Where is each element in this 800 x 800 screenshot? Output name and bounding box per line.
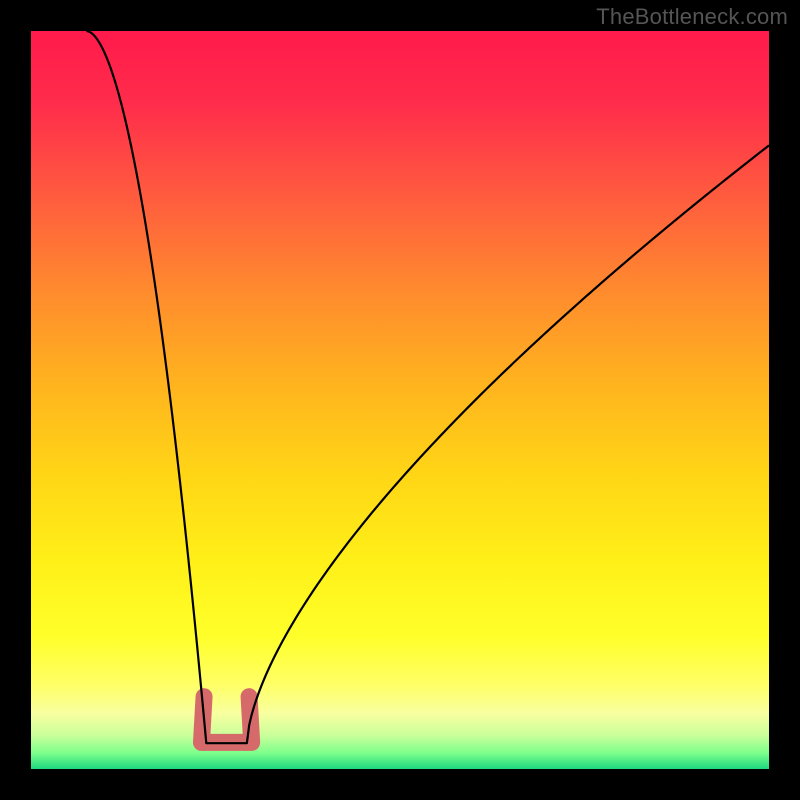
bottleneck-chart: [0, 0, 800, 800]
watermark-text: TheBottleneck.com: [592, 0, 800, 34]
chart-stage: TheBottleneck.com: [0, 0, 800, 800]
plot-background-gradient: [31, 31, 769, 769]
